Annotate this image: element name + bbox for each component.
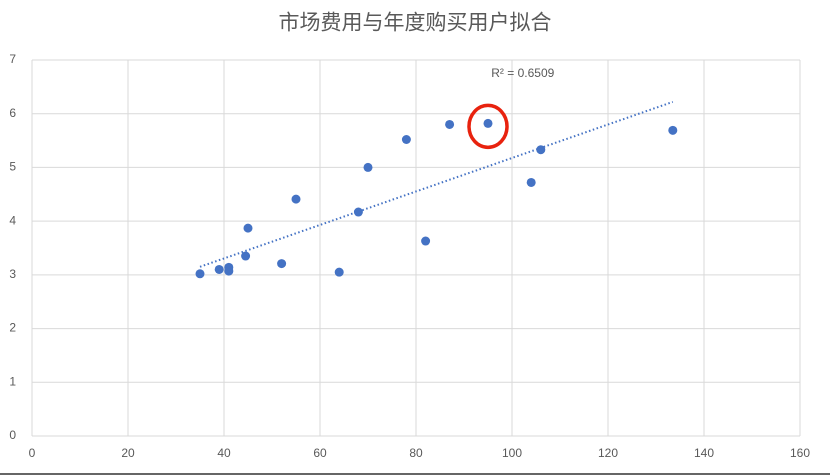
x-tick-label: 20 [121,446,135,460]
trendline [199,100,674,268]
trendline-label: R² = 0.6509 [491,66,554,80]
x-tick-label: 160 [790,446,810,460]
x-tick-label: 120 [598,446,618,460]
point [214,264,224,274]
point [224,266,234,276]
point [353,207,363,217]
x-tick-label: 40 [217,446,231,460]
point [445,119,455,129]
y-tick-label: 6 [9,106,16,120]
x-tick-label: 0 [29,446,36,460]
x-tick-label: 100 [502,446,522,460]
point [334,267,344,277]
x-tick-label: 60 [313,446,327,460]
y-tick-label: 3 [9,267,16,281]
point [277,259,287,269]
point [483,118,493,128]
x-tick-label: 80 [409,446,423,460]
y-tick-label: 7 [9,52,16,66]
point [243,223,253,233]
point [291,194,301,204]
point [536,145,546,155]
point [668,125,678,135]
y-tick-label: 2 [9,321,16,335]
point [421,236,431,246]
point [401,134,411,144]
highlight-ring [467,103,509,150]
y-tick-label: 1 [9,374,16,388]
point [241,251,251,261]
x-tick-label: 140 [694,446,714,460]
y-tick-label: 0 [9,428,16,442]
point [195,269,205,279]
chart-title: 市场费用与年度购买用户拟合 [279,12,552,35]
point [363,162,373,172]
point [526,177,536,187]
y-tick-label: 4 [9,213,16,227]
y-tick-label: 5 [9,160,16,174]
